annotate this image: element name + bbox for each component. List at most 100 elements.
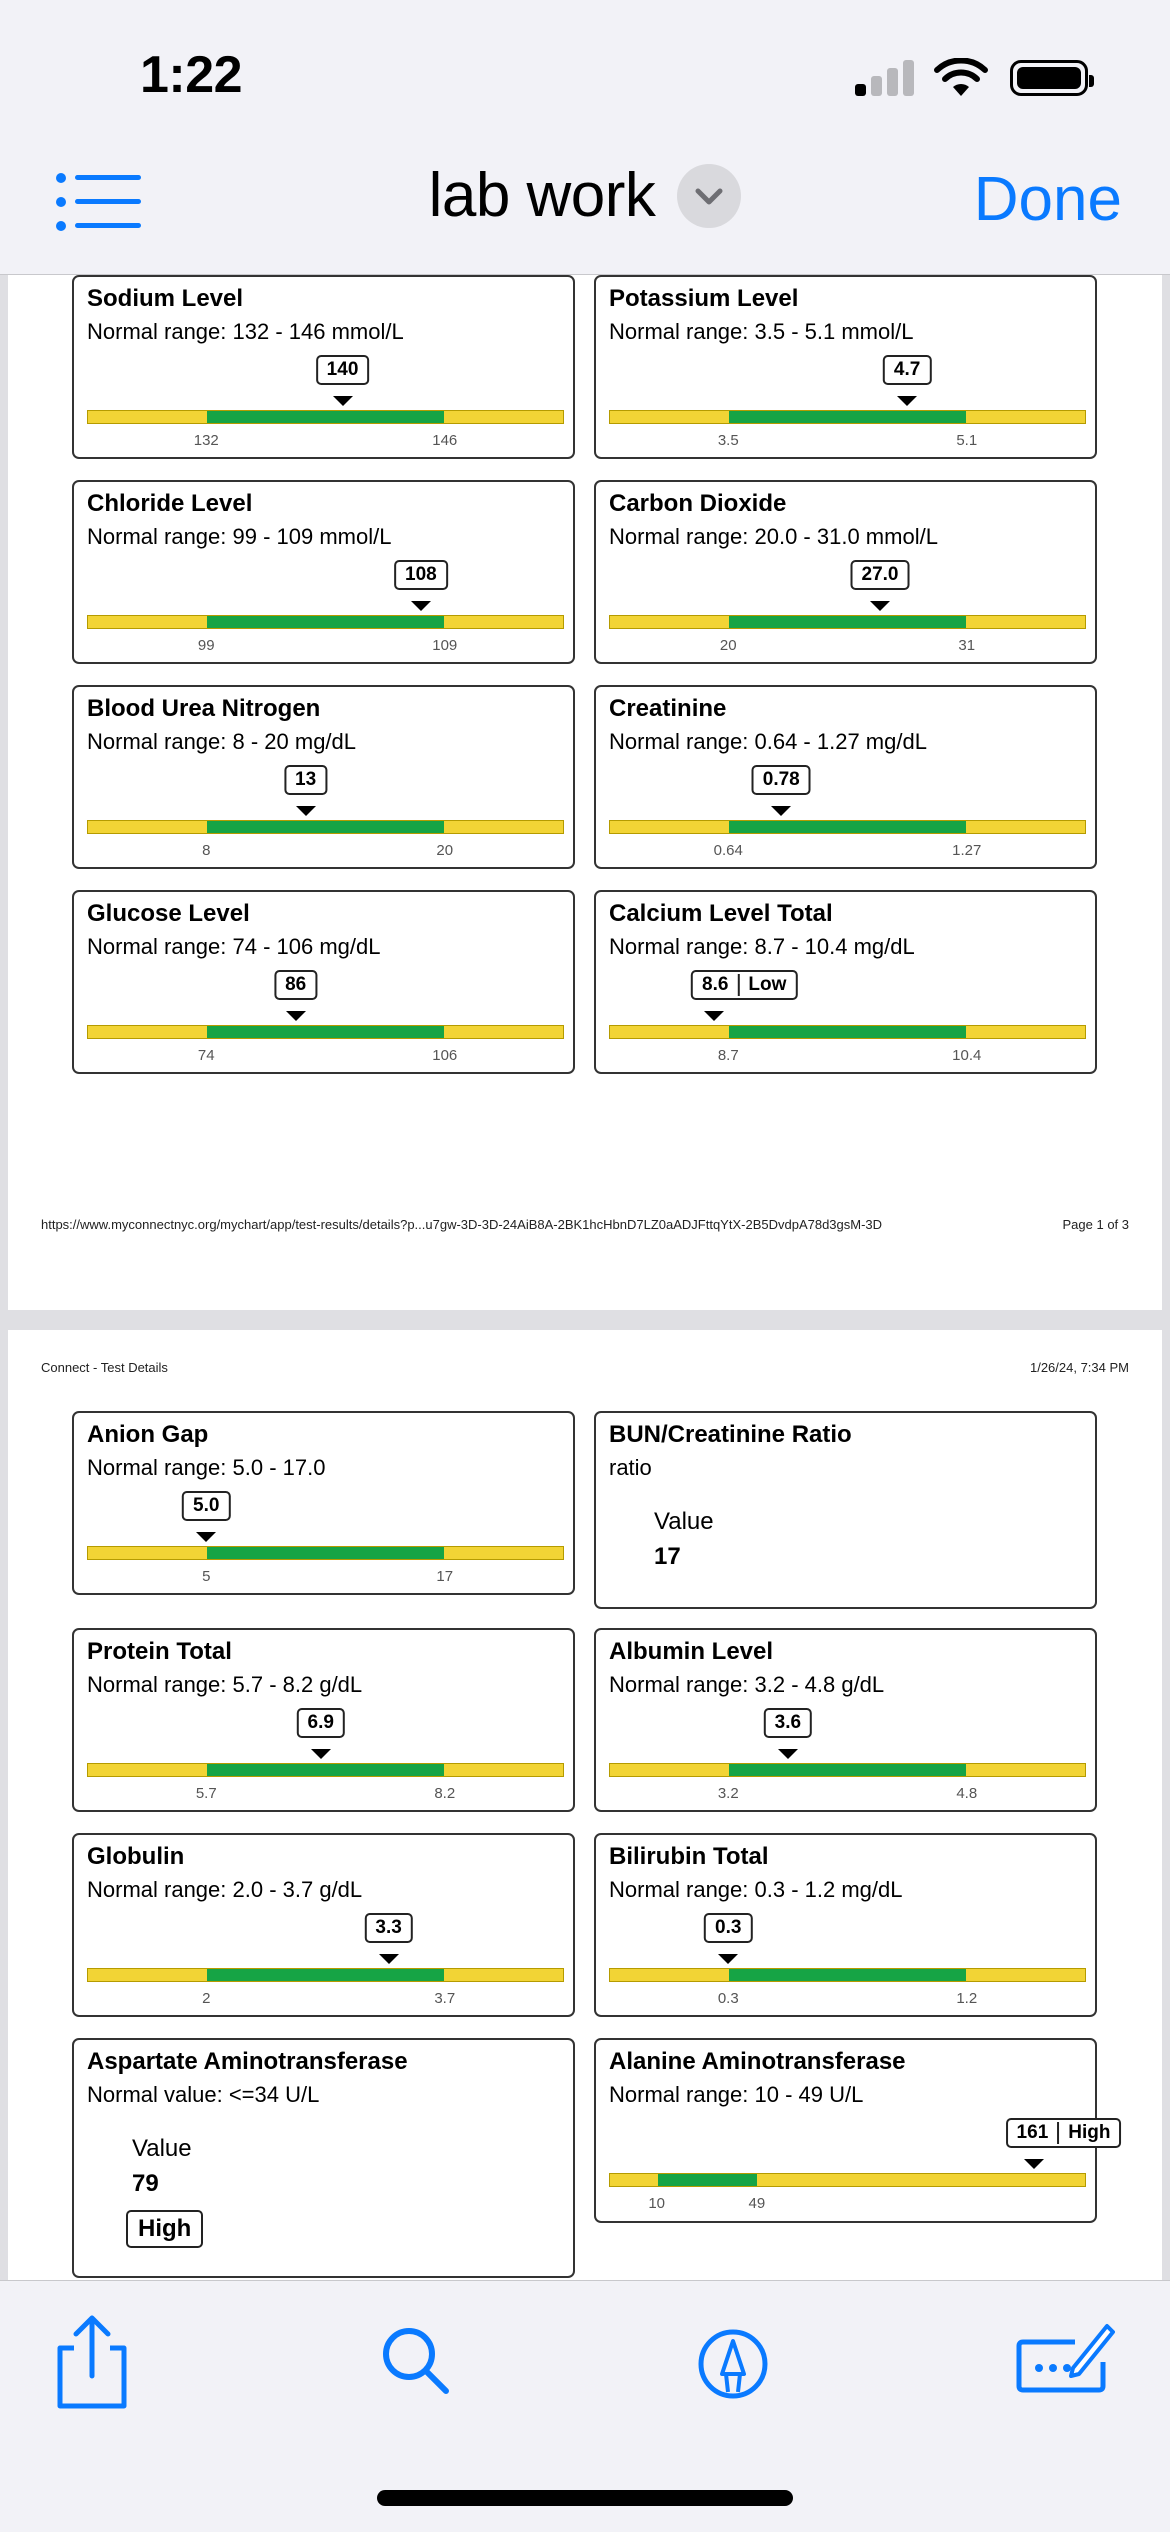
result-value: 6.9 [307, 1712, 334, 1733]
gauge-tick-label: 8.7 [717, 1047, 739, 1064]
normal-range-band [206, 1969, 445, 1981]
cellular-signal-icon [855, 60, 915, 96]
value-label: Value [654, 1508, 714, 1535]
form-fill-icon[interactable] [1015, 2318, 1115, 2398]
test-name: Carbon Dioxide [609, 490, 787, 517]
value-marker-arrow [1023, 2159, 1044, 2169]
gauge-tick-label: 0.3 [717, 1990, 739, 2007]
gauge-tick-label: 132 [193, 432, 219, 449]
normal-range-band [206, 1547, 445, 1559]
normal-range: Normal range: 0.3 - 1.2 mg/dL [609, 1877, 903, 1902]
normal-range-band [206, 821, 445, 833]
value-marker-arrow [196, 1532, 217, 1542]
page-header-date: 1/26/24, 7:34 PM [1029, 1360, 1129, 1375]
range-gauge-bar [87, 820, 564, 834]
gauge-tick-label: 3.2 [717, 1785, 739, 1802]
result-value: 79 [132, 2170, 159, 2197]
value-flag: 8.6 Low [691, 970, 798, 1000]
normal-range-band [728, 1969, 967, 1981]
range-gauge-bar [609, 820, 1086, 834]
result-value: 3.6 [774, 1712, 802, 1733]
range-gauge-bar [609, 1025, 1086, 1039]
range-gauge-bar [87, 1763, 564, 1777]
value-flag-box: 108 [394, 560, 448, 590]
value-flag: 4.7 [882, 355, 932, 385]
range-gauge-bar [87, 410, 564, 424]
range-gauge-bar [87, 1025, 564, 1039]
result-value: 5.0 [193, 1495, 220, 1516]
value-flag-box: 0.78 [751, 765, 811, 795]
range-gauge-bar [609, 1763, 1086, 1777]
normal-range: Normal range: 132 - 146 mmol/L [87, 319, 404, 344]
test-name: Sodium Level [87, 285, 244, 312]
value-marker-arrow [870, 601, 891, 611]
gauge-tick-label: 49 [748, 2195, 766, 2212]
normal-range-band [206, 616, 445, 628]
value-flag-box: 0.3 [704, 1913, 753, 1943]
test-name: Albumin Level [609, 1638, 774, 1665]
done-button[interactable]: Done [973, 165, 1122, 234]
value-flag: 13 [284, 765, 328, 795]
document-title-text: lab work [428, 161, 656, 230]
test-name: Protein Total [87, 1638, 232, 1665]
result-value: 3.3 [375, 1917, 402, 1938]
value-marker-arrow [295, 806, 316, 816]
normal-range: Normal range: 99 - 109 mmol/L [87, 524, 392, 549]
value-marker-arrow [777, 1749, 798, 1759]
normal-range-band [206, 1764, 445, 1776]
result-card: Calcium Level Total Normal range: 8.7 - … [594, 890, 1097, 1074]
normal-range: Normal range: 74 - 106 mg/dL [87, 934, 381, 959]
result-value: 17 [654, 1543, 681, 1570]
value-flag: 3.3 [364, 1913, 413, 1943]
value-flag: 27.0 [850, 560, 910, 590]
result-card: Protein Total Normal range: 5.7 - 8.2 g/… [72, 1628, 575, 1812]
result-card: Carbon Dioxide Normal range: 20.0 - 31.0… [594, 480, 1097, 664]
value-flag-box: 27.0 [850, 560, 910, 590]
status-time: 1:22 [140, 46, 243, 104]
gauge-tick-label: 74 [197, 1047, 215, 1064]
normal-range: Normal range: 0.64 - 1.27 mg/dL [609, 729, 927, 754]
result-value: 27.0 [861, 564, 899, 585]
normal-range: ratio [609, 1455, 652, 1480]
gauge-tick-label: 106 [432, 1047, 458, 1064]
value-flag: 0.78 [751, 765, 811, 795]
result-value: 140 [326, 359, 359, 380]
gauge-tick-label: 1.2 [956, 1990, 978, 2007]
chevron-down-icon[interactable] [677, 163, 742, 228]
value-marker-arrow [285, 1011, 306, 1021]
result-card: Blood Urea Nitrogen Normal range: 8 - 20… [72, 685, 575, 869]
gauge-tick-label: 2 [202, 1990, 211, 2007]
test-name: Globulin [87, 1843, 185, 1870]
result-card: Aspartate Aminotransferase Normal value:… [72, 2038, 575, 2278]
gauge-tick-label: 3.7 [434, 1990, 456, 2007]
value-flag: 86 [274, 970, 318, 1000]
document-viewer[interactable]: https://www.myconnectnyc.org/mychart/app… [0, 275, 1170, 2280]
normal-range: Normal range: 8 - 20 mg/dL [87, 729, 357, 754]
gauge-tick-label: 4.8 [956, 1785, 978, 1802]
normal-range: Normal range: 5.7 - 8.2 g/dL [87, 1672, 363, 1697]
wifi-icon [934, 58, 988, 96]
test-name: BUN/Creatinine Ratio [609, 1421, 852, 1448]
value-flag: 140 [315, 355, 370, 385]
value-marker-arrow [704, 1011, 725, 1021]
value-flag-box: 3.3 [364, 1913, 413, 1943]
search-icon[interactable] [380, 2325, 452, 2397]
document-title[interactable]: lab work [0, 160, 1170, 231]
normal-range: Normal range: 8.7 - 10.4 mg/dL [609, 934, 915, 959]
gauge-tick-label: 20 [436, 842, 454, 859]
test-name: Calcium Level Total [609, 900, 833, 927]
list-menu-icon[interactable] [55, 172, 141, 232]
test-name: Potassium Level [609, 285, 799, 312]
value-label: Value [132, 2135, 192, 2162]
normal-range-band [206, 1026, 445, 1038]
gauge-tick-label: 1.27 [952, 842, 982, 859]
gauge-tick-label: 10 [648, 2195, 666, 2212]
test-name: Bilirubin Total [609, 1843, 769, 1870]
gauge-tick-label: 5 [202, 1568, 211, 1585]
markup-pen-icon[interactable] [697, 2328, 769, 2400]
share-icon[interactable] [52, 2312, 132, 2412]
gauge-tick-label: 5.7 [195, 1785, 217, 1802]
navigation-bar [0, 150, 1170, 275]
value-flag: 3.6 [763, 1708, 813, 1738]
result-card: Creatinine Normal range: 0.64 - 1.27 mg/… [594, 685, 1097, 869]
